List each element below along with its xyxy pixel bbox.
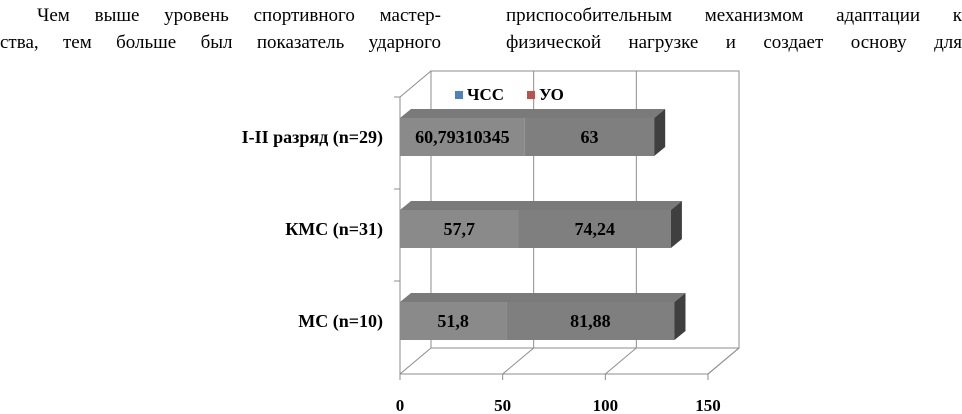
gridline-floor: [707, 347, 740, 375]
legend-swatch-uo: [527, 91, 535, 99]
bar-top-face: [400, 109, 666, 118]
bar-end-face: [654, 109, 666, 156]
category-label: I-II разряд (n=29): [242, 127, 383, 148]
x-tick-label: 150: [695, 396, 721, 414]
x-axis: 0 50 100 150: [396, 374, 721, 414]
body-text-left-column: Чем выше уровень спортивного мастер- ств…: [0, 2, 441, 56]
gridline-floor: [502, 347, 534, 375]
bar-segment-chss: [400, 302, 507, 340]
text-line: ства, тем больше был показатель ударного: [0, 32, 441, 53]
body-text-right-column: приспособительным механизмом адаптации к…: [506, 2, 962, 56]
data-label: 51,8: [437, 311, 469, 331]
legend-swatch-chss: [455, 91, 463, 99]
text-line: приспособительным механизмом адаптации к: [506, 5, 962, 26]
category-label: МС (n=10): [298, 311, 383, 332]
data-label: 81,88: [570, 311, 611, 331]
category-label: КМС (n=31): [285, 219, 383, 240]
data-label: 63: [581, 127, 599, 147]
gridline-floor: [605, 347, 637, 375]
x-tick-label: 50: [494, 396, 511, 414]
text-line: Чем выше уровень спортивного мастер-: [37, 5, 441, 26]
floor-left-edge: [399, 347, 432, 375]
side-wall-top-edge: [399, 70, 432, 98]
chart-legend: ЧСС УО: [455, 85, 564, 104]
bar-top-face: [400, 293, 686, 302]
bar-segment-chss: [400, 210, 519, 248]
bar-segment-uo: [524, 118, 655, 156]
bar-segment-uo: [518, 210, 671, 248]
bar-segment-chss: [400, 118, 525, 156]
x-tick-label: 0: [396, 396, 405, 414]
x-tick-label: 100: [593, 396, 619, 414]
text-line: физической нагрузке и создает основу для: [506, 32, 962, 53]
category-labels: I-II разряд (n=29) КМС (n=31) МС (n=10): [242, 127, 383, 332]
data-label: 57,7: [443, 219, 475, 239]
bar-top-face: [400, 201, 682, 210]
bar-end-face: [670, 201, 682, 248]
bars-group: 60,79310345 63 57,7 74,24 51,8 81,88: [400, 109, 686, 340]
data-label: 74,24: [574, 219, 615, 239]
legend-label: ЧСС: [467, 85, 504, 104]
bar-segment-uo: [506, 302, 675, 340]
data-label: 60,79310345: [415, 127, 510, 147]
bar-end-face: [674, 293, 686, 340]
legend-label: УО: [539, 85, 564, 104]
